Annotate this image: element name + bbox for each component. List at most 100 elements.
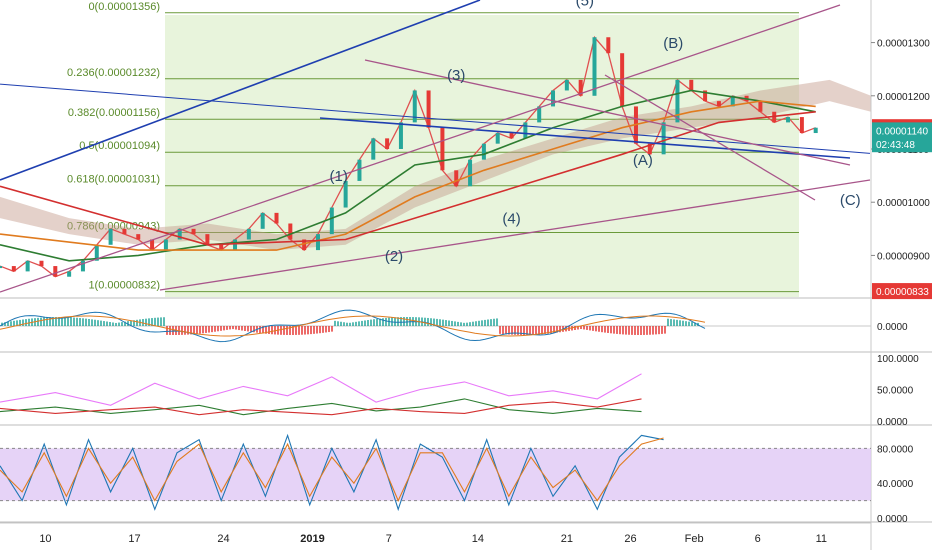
x-tick-label: 14 [472,533,484,545]
candle [233,239,238,251]
candle [108,228,113,245]
dmi-adx [0,373,642,406]
candle [661,122,666,155]
price-axis: 0.000013000.000012000.000011000.00001000… [870,0,930,550]
candle [799,117,804,134]
series-close [0,35,816,278]
stoch-tick-label: 0.0000 [877,514,908,525]
series-sma_long [0,111,816,246]
candle [39,260,44,267]
x-tick-label: 2019 [300,533,324,545]
wave-label: (1) [330,168,348,185]
wave-label: (4) [502,211,520,228]
candle [136,234,141,240]
candle [25,260,30,272]
wave-label: (5) [576,0,594,9]
candle [191,228,196,235]
stoch-panel: 80.0000 40.0000 0.0000 [0,433,914,525]
candle [537,106,542,123]
stoch-k [0,433,664,512]
stoch-d [0,437,664,502]
candle [0,266,2,269]
candle [592,37,597,96]
dmi-tick-label: 0.0000 [877,417,908,428]
fib-level-label: 0.786(0.00000943) [67,221,160,233]
candle [675,79,680,123]
candle [329,207,334,235]
candle [481,143,486,160]
candle [11,266,16,272]
candle [440,127,445,171]
cross-line[interactable] [604,74,816,201]
candle [564,79,569,91]
candle [551,90,556,107]
dmi-panel: 100.0000 50.0000 0.0000 [0,354,919,428]
candle [343,180,348,208]
price-tag-label: 02:43:48 [876,140,915,151]
candle [689,79,694,91]
upper-channel-line[interactable] [0,0,481,181]
candle [177,228,182,240]
candle [274,212,279,224]
candle [495,133,500,144]
candle [606,37,611,54]
candle [357,159,362,181]
price-tag-box [872,122,932,139]
stoch-tick-label: 40.0000 [877,479,914,490]
dmi-tick-label: 50.0000 [877,386,914,397]
candle [371,138,376,160]
fib-level-label: 0(0.00001356) [88,1,160,13]
candle [468,159,473,187]
candle [716,101,721,107]
macd-panel: 0.0000 [0,309,908,343]
candle [523,122,528,139]
candle [122,228,127,235]
descending-trend-line[interactable] [319,117,851,159]
candle [205,234,210,245]
candle [758,101,763,112]
x-tick-label: 6 [755,533,761,545]
wave-label: (3) [447,67,465,84]
fib-level-label: 1(0.00000832) [88,280,160,292]
stoch-tick-label: 80.0000 [877,444,914,455]
wedge-lower-line[interactable] [159,179,871,291]
candle [426,90,431,128]
series-ema_fast [0,89,816,262]
trendlines [0,0,871,293]
candle [786,117,791,123]
long-uptrend-line[interactable] [0,4,841,293]
candle [398,122,403,149]
x-tick-label: 17 [128,533,140,545]
candle [730,95,735,107]
price-tag-label: 0.00001140 [876,126,929,137]
wave-label: (C) [840,192,861,209]
x-tick-label: 24 [217,533,229,545]
candle [150,239,155,251]
candle [246,228,251,240]
price-tag-box [872,136,932,153]
dmi-minus [0,398,642,416]
x-tick-label: 7 [386,533,392,545]
x-tick-label: 10 [39,533,51,545]
lower-channel-line[interactable] [0,83,871,154]
candle [385,138,390,149]
candle [412,90,417,123]
series-ema_slow [0,100,816,251]
price-series [0,35,818,278]
y-tick-label: 0.00001000 [877,198,930,209]
candle [454,170,459,187]
y-tick-label: 0.00000900 [877,251,930,262]
dmi-tick-label: 100.0000 [877,354,919,365]
wave-label: (A) [633,152,653,169]
wave-label: (B) [663,35,683,52]
fib-levels: 0(0.00001356) 0.236(0.00001232) 0.382(0.00… [67,1,799,293]
candle [94,244,99,261]
y-tick-label: 0.00001300 [877,39,930,50]
price-tag-label: 0.00000833 [876,287,929,298]
wedge-upper-line[interactable] [364,59,851,166]
fib-level-label: 0.618(0.00001031) [67,174,160,186]
grid-layer [0,297,932,523]
wave-labels: (1) (2) (3) (4) (5) (A) (B) (C) [330,0,861,265]
